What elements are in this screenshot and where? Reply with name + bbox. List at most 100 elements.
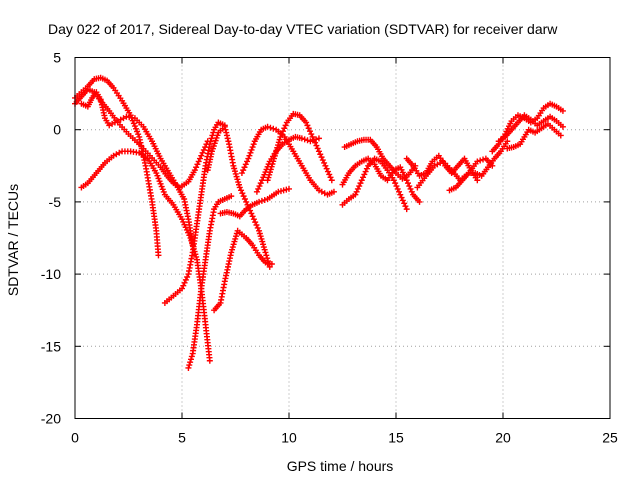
data-point	[231, 168, 238, 175]
data-point	[402, 203, 409, 210]
data-point	[179, 285, 185, 292]
data-point	[559, 123, 566, 130]
data-point	[261, 246, 268, 253]
data-point	[354, 185, 361, 192]
x-tick-label: 20	[495, 430, 511, 446]
data-point	[132, 125, 139, 132]
data-point	[258, 197, 265, 204]
data-point	[209, 132, 216, 139]
data-point	[225, 138, 232, 145]
chart-title: Day 022 of 2017, Sidereal Day-to-day VTE…	[48, 21, 558, 37]
data-point	[196, 155, 203, 162]
series-track-15	[339, 155, 423, 205]
data-point	[313, 136, 320, 143]
data-point	[180, 282, 187, 289]
data-point	[310, 137, 317, 144]
data-point	[398, 194, 405, 201]
y-tick-label: -5	[49, 194, 62, 210]
data-point	[264, 123, 271, 130]
x-axis-label: GPS time / hours	[287, 458, 394, 474]
data-point	[134, 128, 141, 135]
data-point	[187, 356, 194, 363]
data-point	[326, 171, 333, 178]
data-point	[187, 359, 194, 366]
data-point	[304, 122, 311, 129]
data-point	[228, 193, 235, 200]
x-tick-label: 5	[178, 430, 186, 446]
data-point	[477, 157, 484, 164]
data-point	[305, 125, 312, 132]
data-point	[229, 246, 236, 253]
data-point	[191, 167, 198, 174]
data-point	[258, 235, 265, 242]
series-track-10	[238, 123, 337, 198]
data-point	[154, 172, 161, 179]
data-point	[330, 188, 337, 195]
data-point	[557, 132, 564, 139]
data-point	[157, 180, 164, 187]
data-point	[328, 177, 335, 184]
data-point	[250, 141, 257, 148]
data-point	[235, 181, 242, 188]
data-point	[181, 279, 188, 286]
data-point	[286, 185, 292, 192]
data-point	[265, 174, 272, 181]
data-point	[361, 171, 368, 178]
x-tick-label: 15	[388, 430, 404, 446]
y-tick-label: 0	[53, 122, 61, 138]
data-point	[404, 180, 411, 187]
data-point	[153, 170, 160, 177]
series-track-9	[217, 185, 292, 220]
data-point	[474, 158, 481, 165]
series-track-6	[185, 193, 235, 371]
data-point	[194, 161, 201, 168]
data-point	[224, 135, 231, 142]
data-point	[233, 233, 240, 240]
data-point	[358, 177, 365, 184]
data-point	[240, 167, 247, 174]
data-point	[222, 126, 229, 133]
data-point	[185, 364, 192, 371]
data-point	[210, 129, 217, 136]
data-point	[260, 241, 267, 248]
x-tick-label: 10	[281, 430, 297, 446]
data-point	[206, 141, 213, 148]
data-point	[281, 125, 288, 132]
data-point	[257, 233, 264, 240]
data-point	[276, 136, 283, 143]
data-point	[261, 196, 268, 203]
data-point	[403, 177, 410, 184]
data-point	[353, 188, 360, 195]
data-point	[357, 180, 364, 187]
data-point	[406, 183, 413, 190]
data-point	[277, 133, 284, 140]
data-point	[474, 177, 481, 184]
data-point	[232, 235, 239, 242]
data-point	[184, 273, 191, 280]
series-track-21	[504, 120, 564, 152]
data-point	[193, 164, 200, 171]
data-point	[323, 165, 330, 172]
data-point	[182, 276, 189, 283]
data-point	[407, 185, 414, 192]
data-point	[317, 151, 324, 158]
data-point	[223, 129, 230, 136]
y-tick-label: -10	[41, 266, 61, 282]
data-point	[268, 260, 275, 267]
data-point	[253, 188, 260, 195]
data-point	[278, 131, 285, 138]
data-point	[131, 123, 138, 130]
data-point	[239, 190, 246, 197]
data-point	[307, 138, 314, 145]
data-point	[193, 253, 200, 260]
data-point	[155, 252, 162, 259]
data-point	[362, 168, 369, 175]
data-point	[247, 149, 254, 156]
data-point	[416, 198, 423, 205]
data-point	[356, 183, 363, 190]
data-point	[156, 178, 163, 185]
data-point	[260, 244, 267, 251]
data-point	[315, 135, 322, 142]
